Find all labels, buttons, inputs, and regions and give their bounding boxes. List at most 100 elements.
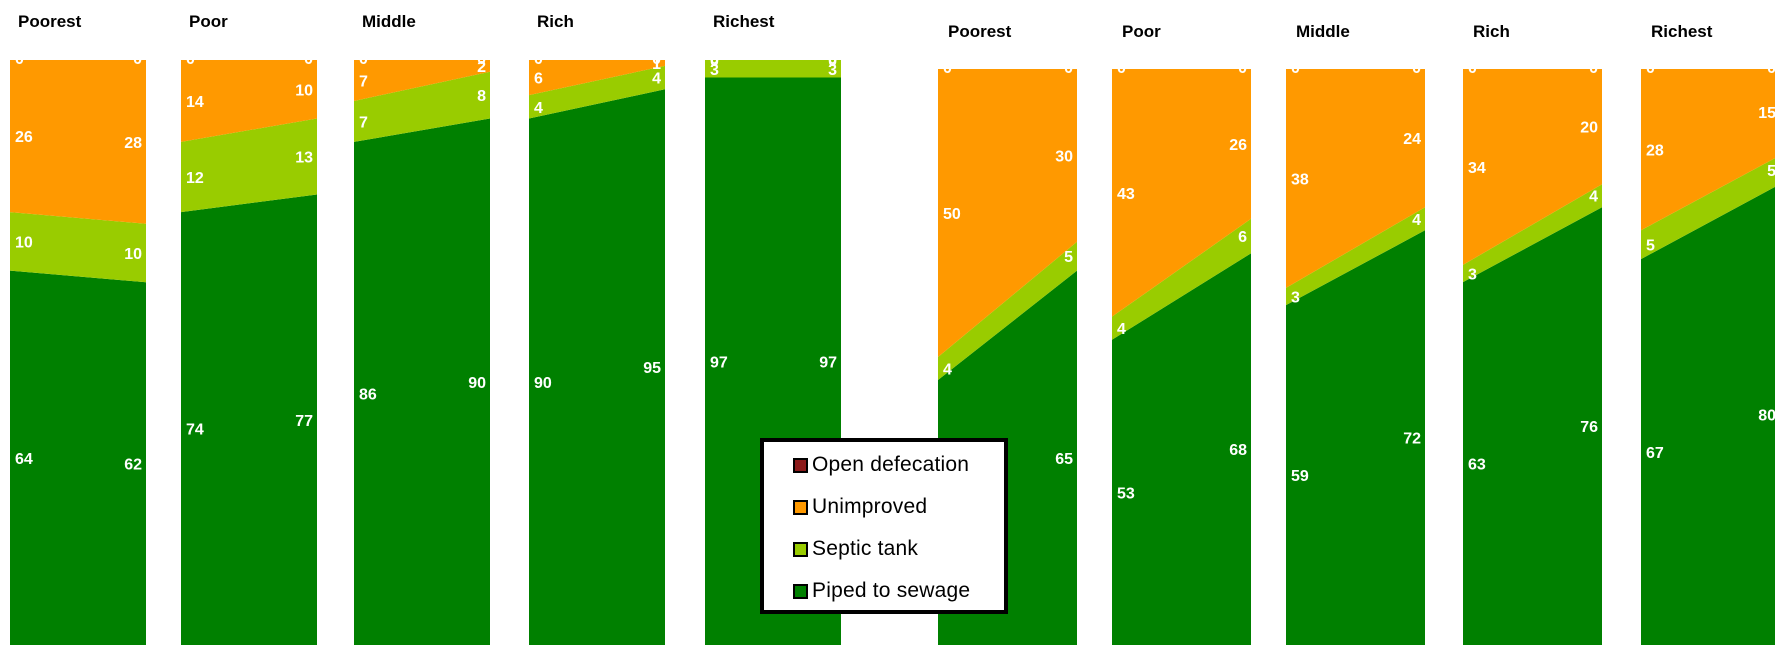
label-piped-to-sewage-end: 97 <box>819 354 837 371</box>
label-unimproved-start: 7 <box>359 73 368 90</box>
label-septic-tank-end: 5 <box>1767 163 1775 180</box>
label-septic-tank-start: 3 <box>710 62 719 79</box>
legend-swatch-open-defecation <box>793 457 808 473</box>
area-septic-tank <box>10 212 146 283</box>
label-piped-to-sewage-start: 64 <box>15 451 33 468</box>
area-septic-tank <box>1286 207 1425 306</box>
label-piped-to-sewage-end: 62 <box>124 457 142 474</box>
area-septic-tank <box>705 60 841 78</box>
area-unimproved <box>354 60 490 101</box>
label-open-defecation-end: 0 <box>477 51 486 68</box>
panel-title: Richest <box>713 12 775 31</box>
label-septic-tank-start: 3 <box>1291 290 1300 307</box>
panel-title: Poor <box>1122 22 1161 41</box>
panel-title: Poorest <box>18 12 82 31</box>
label-unimproved-end: 24 <box>1403 131 1421 148</box>
panel-poor: Poor 53 68 4 6 43 26 0 0 <box>1112 22 1251 645</box>
area-piped-to-sewage <box>1463 207 1602 646</box>
label-piped-to-sewage-start: 90 <box>534 375 552 392</box>
label-septic-tank-end: 3 <box>828 62 837 79</box>
area-unimproved <box>529 60 665 96</box>
label-open-defecation-end: 0 <box>133 51 142 68</box>
label-septic-tank-end: 4 <box>1412 212 1421 229</box>
label-piped-to-sewage-end: 68 <box>1229 442 1247 459</box>
area-piped-to-sewage <box>1112 253 1251 645</box>
label-piped-to-sewage-end: 77 <box>295 413 313 430</box>
label-septic-tank-start: 12 <box>186 170 204 187</box>
label-unimproved-end: 0 <box>828 53 837 70</box>
label-piped-to-sewage-start: 63 <box>1468 457 1486 474</box>
legend: Open defecation Unimproved Septic tank P… <box>760 438 1008 614</box>
label-unimproved-start: 43 <box>1117 186 1135 203</box>
label-septic-tank-end: 4 <box>1589 189 1598 206</box>
area-septic-tank <box>1112 218 1251 340</box>
area-piped-to-sewage <box>181 194 317 646</box>
panel-title: Middle <box>1296 22 1350 41</box>
label-piped-to-sewage-end: 90 <box>468 375 486 392</box>
legend-item-piped-to-sewage: Piped to sewage <box>793 579 970 603</box>
label-open-defecation-start: 0 <box>186 51 195 68</box>
legend-label-septic-tank: Septic tank <box>812 537 919 560</box>
label-piped-to-sewage-start: 86 <box>359 386 377 403</box>
label-open-defecation-end: 0 <box>652 51 661 68</box>
label-open-defecation-start: 0 <box>943 60 952 77</box>
label-piped-to-sewage-end: 80 <box>1758 408 1775 425</box>
panel-richest: Richest 67 80 5 5 28 15 0 0 <box>1641 22 1775 645</box>
panel-middle: Middle 59 72 3 4 38 24 0 0 <box>1286 22 1425 645</box>
label-piped-to-sewage-start: 53 <box>1117 485 1135 502</box>
area-piped-to-sewage <box>354 118 490 645</box>
panel-title: Middle <box>362 12 416 31</box>
label-piped-to-sewage-end: 95 <box>643 360 661 377</box>
panel-title: Richest <box>1651 22 1713 41</box>
area-unimproved <box>181 60 317 142</box>
area-unimproved <box>1286 69 1425 288</box>
label-unimproved-start: 6 <box>534 71 543 88</box>
area-septic-tank <box>529 65 665 119</box>
legend-item-unimproved: Unimproved <box>793 495 927 519</box>
area-unimproved <box>10 60 146 224</box>
label-unimproved-end: 10 <box>295 82 313 99</box>
label-septic-tank-start: 10 <box>15 234 33 251</box>
label-open-defecation-start: 0 <box>1117 60 1126 77</box>
label-piped-to-sewage-start: 59 <box>1291 468 1309 485</box>
label-unimproved-end: 15 <box>1758 105 1775 122</box>
legend-label-unimproved: Unimproved <box>812 495 928 518</box>
area-septic-tank <box>938 241 1077 381</box>
label-unimproved-start: 14 <box>186 94 204 111</box>
area-piped-to-sewage <box>529 89 665 645</box>
label-septic-tank-end: 8 <box>477 88 486 105</box>
label-open-defecation-start: 0 <box>1646 60 1655 77</box>
panel-title: Poor <box>189 12 228 31</box>
label-septic-tank-start: 3 <box>1468 266 1477 283</box>
panel-poor: Poor 74 77 12 13 14 10 0 0 <box>181 12 317 646</box>
label-unimproved-start: 0 <box>710 53 719 70</box>
label-septic-tank-end: 10 <box>124 246 142 263</box>
label-septic-tank-end: 5 <box>1064 249 1073 266</box>
label-septic-tank-start: 4 <box>1117 321 1126 338</box>
label-piped-to-sewage-end: 65 <box>1055 451 1073 468</box>
area-piped-to-sewage <box>10 270 146 645</box>
area-unimproved <box>1463 69 1602 265</box>
label-unimproved-start: 50 <box>943 206 961 223</box>
label-open-defecation-end: 0 <box>1064 60 1073 77</box>
area-unimproved <box>938 69 1077 357</box>
label-open-defecation-start: 0 <box>1468 60 1477 77</box>
legend-label-open-defecation: Open defecation <box>812 453 970 476</box>
label-piped-to-sewage-start: 67 <box>1646 445 1664 462</box>
area-septic-tank <box>354 71 490 142</box>
label-septic-tank-end: 13 <box>295 150 313 167</box>
label-septic-tank-start: 4 <box>534 100 543 117</box>
label-open-defecation-start: 0 <box>15 51 24 68</box>
area-unimproved <box>1112 69 1251 317</box>
panel-title: Poorest <box>948 22 1012 41</box>
area-unimproved <box>1641 69 1775 231</box>
area-septic-tank <box>1641 158 1775 260</box>
panel-poorest: Poorest 64 62 10 10 26 28 0 0 <box>10 12 146 645</box>
label-unimproved-end: 30 <box>1055 148 1073 165</box>
label-open-defecation-end: 0 <box>304 51 313 68</box>
label-septic-tank-end: 4 <box>652 71 661 88</box>
label-septic-tank-start: 4 <box>943 362 952 379</box>
